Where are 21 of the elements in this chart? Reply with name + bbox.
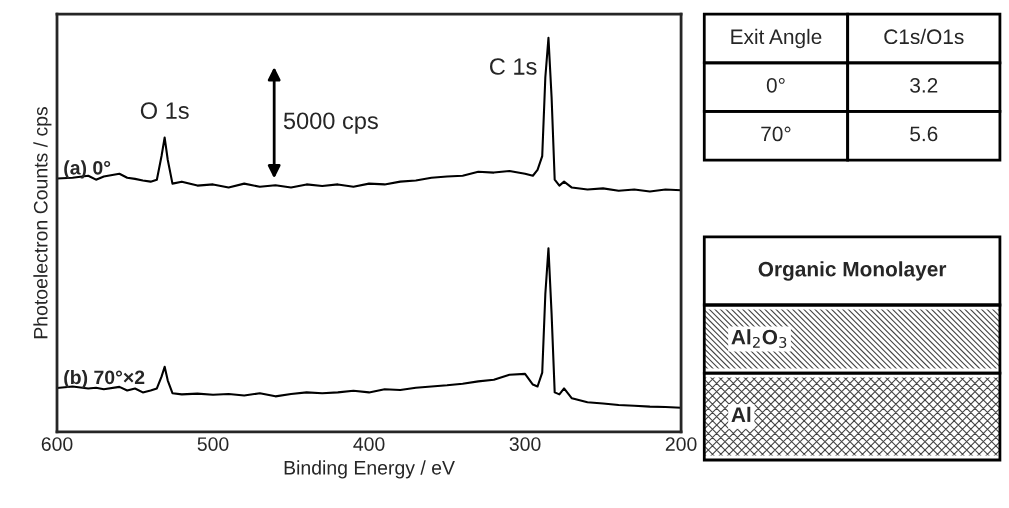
x-tick-label: 300 [509, 437, 541, 451]
x-tick-label: 600 [41, 437, 73, 451]
x-tick-label: 400 [353, 437, 385, 451]
text: Exit Angle [731, 28, 822, 49]
text: 3.2 [910, 77, 938, 93]
text: 0° [766, 77, 785, 93]
text: 5.6 [910, 126, 938, 142]
series-label: (a) 0° [64, 160, 111, 179]
x-tick-label: 200 [665, 437, 697, 451]
y-axis-title: Photoelectron Counts / cps [33, 106, 52, 339]
series-label: (b) 70°×2 [64, 369, 145, 389]
x-axis-title: Binding Energy / eV [284, 460, 455, 479]
annotation: C 1s [490, 58, 537, 75]
text: 70° [761, 126, 791, 142]
annotation: 5000 cps [283, 112, 378, 134]
text: Organic Monolayer [758, 261, 947, 281]
text: Al [731, 406, 751, 422]
text: C1s/O1s [884, 28, 964, 45]
annotation: O 1s [140, 102, 189, 119]
text: Al$_{2}$O$_{3}$ [731, 329, 787, 348]
x-tick-label: 500 [197, 437, 229, 451]
